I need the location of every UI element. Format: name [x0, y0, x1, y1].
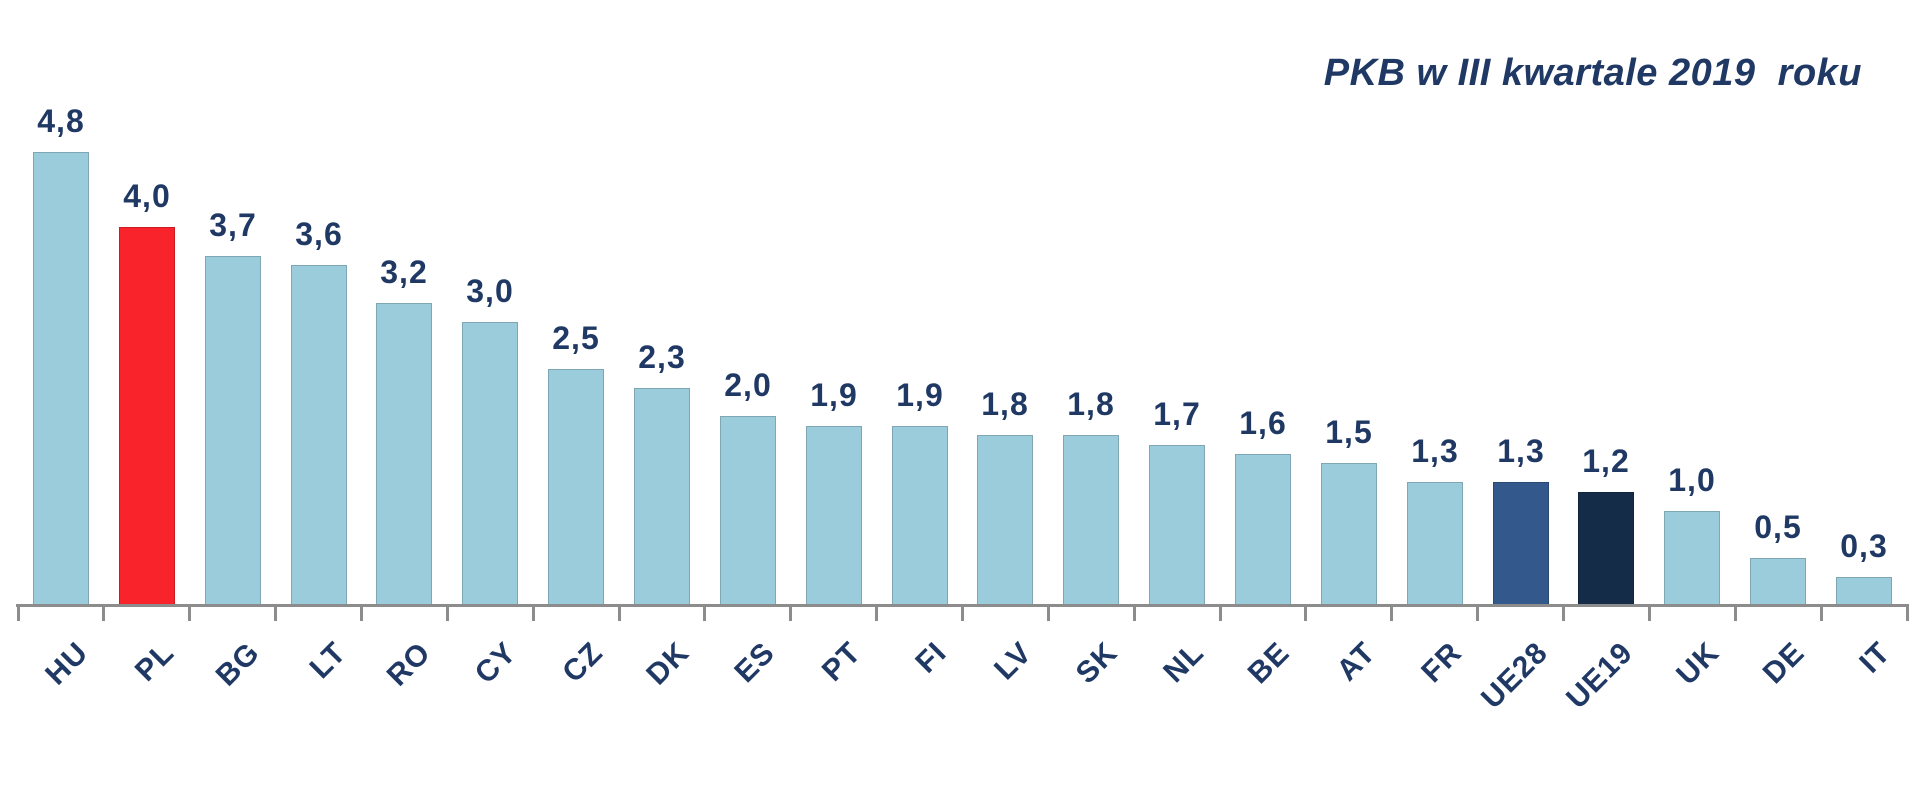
value-label-DK: 2,3 [638, 339, 686, 375]
x-axis-tick [618, 604, 621, 621]
value-label-LV: 1,8 [981, 386, 1029, 422]
bar-PT [806, 426, 862, 605]
value-label-AT: 1,5 [1325, 414, 1373, 450]
category-label-CY: CY [469, 636, 524, 691]
x-axis-tick [789, 604, 792, 621]
x-axis-tick [102, 604, 105, 621]
x-axis-tick [1047, 604, 1050, 621]
value-label-LT: 3,6 [295, 216, 343, 252]
x-axis-tick [1476, 604, 1479, 621]
x-axis-tick [274, 604, 277, 621]
x-axis-tick [961, 604, 964, 621]
category-label-PT: PT [815, 636, 868, 688]
category-label-CZ: CZ [556, 636, 610, 690]
x-axis-tick [1562, 604, 1565, 621]
category-label-UK: UK [1669, 636, 1726, 692]
x-axis-tick [1133, 604, 1136, 621]
value-label-CZ: 2,5 [552, 320, 600, 356]
chart-title: PKB w III kwartale 2019 roku [1323, 52, 1862, 94]
category-label-PL: PL [128, 636, 181, 688]
value-label-UE28: 1,3 [1497, 433, 1545, 469]
bar-LT [291, 265, 347, 605]
x-axis-tick [188, 604, 191, 621]
value-label-CY: 3,0 [466, 273, 514, 309]
bar-NL [1149, 445, 1205, 605]
category-label-LV: LV [988, 636, 1039, 687]
bar-ES [720, 416, 776, 605]
value-label-IT: 0,3 [1840, 528, 1888, 564]
category-label-UE19: UE19 [1560, 636, 1640, 716]
value-label-PT: 1,9 [810, 377, 858, 413]
bar-HU [33, 152, 89, 605]
category-label-UE28: UE28 [1475, 636, 1555, 716]
category-label-DE: DE [1757, 636, 1812, 691]
x-axis-tick [703, 604, 706, 621]
x-axis-tick [875, 604, 878, 621]
category-label-NL: NL [1157, 636, 1211, 690]
bar-PL [119, 227, 175, 605]
bar-AT [1321, 463, 1377, 605]
x-axis-tick [1820, 604, 1823, 621]
bar-FR [1407, 482, 1463, 605]
value-label-ES: 2,0 [724, 367, 772, 403]
bar-CZ [548, 369, 604, 605]
category-label-RO: RO [380, 636, 438, 693]
bar-CY [462, 322, 518, 605]
x-axis-tick [446, 604, 449, 621]
value-label-HU: 4,8 [37, 103, 85, 139]
value-label-PL: 4,0 [123, 178, 171, 214]
category-label-IT: IT [1853, 636, 1898, 680]
x-axis-tick [360, 604, 363, 621]
category-label-BE: BE [1242, 636, 1297, 691]
bar-UK [1664, 511, 1720, 605]
value-label-BE: 1,6 [1239, 405, 1287, 441]
bar-RO [376, 303, 432, 605]
bar-SK [1063, 435, 1119, 605]
x-axis-tick [532, 604, 535, 621]
x-axis-tick [17, 604, 20, 621]
bar-LV [977, 435, 1033, 605]
value-label-NL: 1,7 [1153, 396, 1201, 432]
category-label-LT: LT [303, 636, 353, 686]
value-label-DE: 0,5 [1754, 509, 1802, 545]
x-axis-tick [1734, 604, 1737, 621]
category-label-BG: BG [209, 636, 267, 693]
bar-DK [634, 388, 690, 605]
category-label-SK: SK [1070, 636, 1125, 691]
category-label-FR: FR [1415, 636, 1469, 690]
bar-UE28 [1493, 482, 1549, 605]
value-label-UE19: 1,2 [1582, 443, 1630, 479]
x-axis-tick [1906, 604, 1909, 621]
bar-BG [205, 256, 261, 605]
category-label-DK: DK [639, 636, 696, 692]
bar-BE [1235, 454, 1291, 605]
x-axis-tick [1219, 604, 1222, 621]
x-axis-tick [1648, 604, 1651, 621]
category-label-FI: FI [909, 636, 954, 680]
value-label-UK: 1,0 [1668, 462, 1716, 498]
bar-FI [892, 426, 948, 605]
bar-UE19 [1578, 492, 1634, 605]
value-label-FI: 1,9 [896, 377, 944, 413]
value-label-BG: 3,7 [209, 207, 257, 243]
value-label-RO: 3,2 [380, 254, 428, 290]
value-label-FR: 1,3 [1411, 433, 1459, 469]
category-label-ES: ES [728, 636, 782, 690]
x-axis-tick [1304, 604, 1307, 621]
category-label-AT: AT [1330, 636, 1383, 688]
category-label-HU: HU [38, 636, 95, 692]
bar-DE [1750, 558, 1806, 605]
value-label-SK: 1,8 [1067, 386, 1115, 422]
x-axis-tick [1390, 604, 1393, 621]
bar-IT [1836, 577, 1892, 605]
